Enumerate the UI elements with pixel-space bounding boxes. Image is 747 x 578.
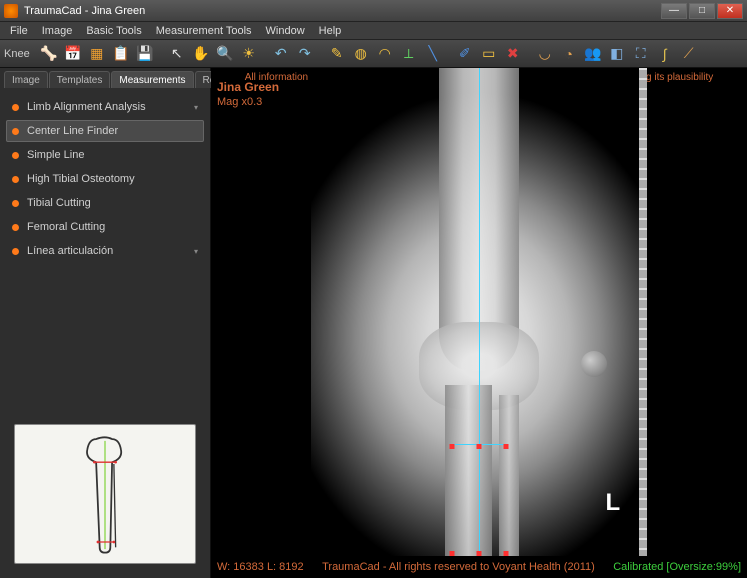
toolbar-mode-label: Knee xyxy=(4,48,30,60)
measurement-item[interactable]: High Tibial Osteotomy xyxy=(6,168,204,190)
window-level-readout: W: 16383 L: 8192 xyxy=(217,561,304,573)
ruler-icon xyxy=(639,68,647,556)
titlebar: TraumaCad - Jina Green — □ ✕ xyxy=(0,0,747,22)
bullet-icon xyxy=(12,152,19,159)
save-icon[interactable]: 💾 xyxy=(134,43,156,65)
measurement-preview xyxy=(14,424,196,564)
measurement-item[interactable]: Simple Line xyxy=(6,144,204,166)
hand-icon[interactable]: ✋ xyxy=(190,43,212,65)
bullet-icon xyxy=(12,176,19,183)
sidebar-tab-measurements[interactable]: Measurements xyxy=(111,71,193,88)
calibration-status: Calibrated [Oversize:99%] xyxy=(613,561,741,573)
delete-icon[interactable]: ✖ xyxy=(502,43,524,65)
image-viewer[interactable]: All information received from the softwa… xyxy=(211,68,747,578)
crop-icon[interactable]: ◧ xyxy=(606,43,628,65)
measurement-item[interactable]: Femoral Cutting xyxy=(6,216,204,238)
measurement-label: Center Line Finder xyxy=(27,125,118,137)
measurements-list: Limb Alignment Analysis ▾ Center Line Find… xyxy=(0,88,210,272)
pelvis-icon[interactable]: ◡ xyxy=(534,43,556,65)
laterality-marker: L xyxy=(605,489,620,517)
zoom-icon[interactable]: 🔍 xyxy=(214,43,236,65)
xray-image: L xyxy=(311,68,647,556)
knife-icon[interactable]: ✐ xyxy=(454,43,476,65)
window-title: TraumaCad - Jina Green xyxy=(24,5,145,17)
pointer-icon[interactable]: ↖ xyxy=(166,43,188,65)
pencil-icon[interactable]: ✎ xyxy=(326,43,348,65)
menu-measurement-tools[interactable]: Measurement Tools xyxy=(150,24,258,38)
bullet-icon xyxy=(12,248,19,255)
measurement-item[interactable]: Línea articulación ▾ xyxy=(6,240,204,262)
copyright-text: TraumaCad - All rights reserved to Voyan… xyxy=(304,561,614,573)
bullet-icon xyxy=(12,128,19,135)
app-logo-icon xyxy=(4,4,18,18)
perpendicular-icon[interactable]: ⟂ xyxy=(398,43,420,65)
circle-icon[interactable]: ◍ xyxy=(350,43,372,65)
bullet-icon xyxy=(12,224,19,231)
calendar-icon[interactable]: 📅 xyxy=(62,43,84,65)
measurement-label: High Tibial Osteotomy xyxy=(27,173,135,185)
expand-icon[interactable]: ⛶ xyxy=(630,43,652,65)
chevron-down-icon: ▾ xyxy=(194,103,198,112)
menubar: FileImageBasic ToolsMeasurement ToolsWin… xyxy=(0,22,747,40)
measurement-item[interactable]: Limb Alignment Analysis ▾ xyxy=(6,96,204,118)
menu-help[interactable]: Help xyxy=(313,24,348,38)
bullet-icon xyxy=(12,200,19,207)
table-icon[interactable]: 📋 xyxy=(110,43,132,65)
overlay-patient-name: Jina Green xyxy=(217,80,279,94)
maximize-button[interactable]: □ xyxy=(689,3,715,19)
menu-file[interactable]: File xyxy=(4,24,34,38)
grid-icon[interactable]: ▦ xyxy=(86,43,108,65)
note-icon[interactable]: ▭ xyxy=(478,43,500,65)
protractor-icon[interactable]: ◠ xyxy=(374,43,396,65)
bone-icon[interactable]: 🦴 xyxy=(38,43,60,65)
bullet-icon xyxy=(12,104,19,111)
close-button[interactable]: ✕ xyxy=(717,3,743,19)
marker-row[interactable] xyxy=(450,444,509,449)
undo-icon[interactable]: ↶ xyxy=(270,43,292,65)
sidebar-tab-image[interactable]: Image xyxy=(4,71,48,88)
leg-icon[interactable]: ⟋ xyxy=(678,43,700,65)
hip-icon[interactable]: ◔ xyxy=(558,43,580,65)
measurement-label: Tibial Cutting xyxy=(27,197,91,209)
minimize-button[interactable]: — xyxy=(661,3,687,19)
sidebar: ImageTemplatesMeasurementsReport◂ ▸✕ Lim… xyxy=(0,68,211,578)
preview-diagram-icon xyxy=(33,432,177,556)
menu-image[interactable]: Image xyxy=(36,24,79,38)
measurement-label: Limb Alignment Analysis xyxy=(27,101,146,113)
measurement-item[interactable]: Center Line Finder xyxy=(6,120,204,142)
spine-icon[interactable]: ∫ xyxy=(654,43,676,65)
sidebar-tab-templates[interactable]: Templates xyxy=(49,71,111,88)
people-icon[interactable]: 👥 xyxy=(582,43,604,65)
sidebar-tabs: ImageTemplatesMeasurementsReport◂ ▸✕ xyxy=(0,68,210,88)
sun-icon[interactable]: ☀ xyxy=(238,43,260,65)
overlay-magnification: Mag x0.3 xyxy=(217,96,262,108)
line-icon[interactable]: ╲ xyxy=(422,43,444,65)
measurement-item[interactable]: Tibial Cutting xyxy=(6,192,204,214)
viewer-footer: W: 16383 L: 8192 TraumaCad - All rights … xyxy=(211,556,747,578)
toolbar: Knee 🦴📅▦📋💾 ↖✋🔍☀ ↶↷ ✎◍◠⟂╲ ✐▭✖ ◡◔👥◧⛶∫⟋ xyxy=(0,40,747,68)
center-line-overlay[interactable] xyxy=(479,68,480,556)
measurement-label: Femoral Cutting xyxy=(27,221,105,233)
measurement-label: Simple Line xyxy=(27,149,84,161)
menu-window[interactable]: Window xyxy=(260,24,311,38)
calibration-sphere xyxy=(581,351,607,377)
redo-icon[interactable]: ↷ xyxy=(294,43,316,65)
menu-basic-tools[interactable]: Basic Tools xyxy=(80,24,147,38)
measurement-label: Línea articulación xyxy=(27,245,113,257)
chevron-down-icon: ▾ xyxy=(194,247,198,256)
